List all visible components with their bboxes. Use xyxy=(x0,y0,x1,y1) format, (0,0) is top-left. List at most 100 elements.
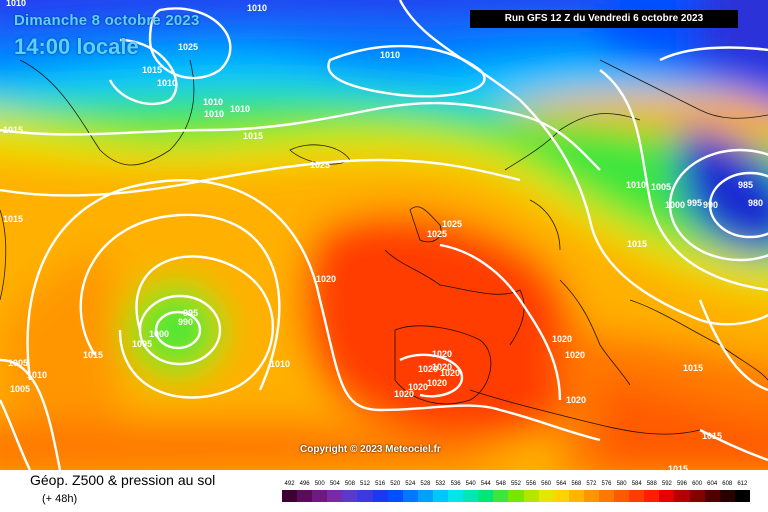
scale-value-label: 580 xyxy=(616,481,627,487)
scale-color-swatch xyxy=(538,490,554,502)
scale-color-swatch xyxy=(614,490,630,502)
isobar-label: 1015 xyxy=(3,214,23,224)
scale-color-swatch xyxy=(463,490,479,502)
isobar-label: 1015 xyxy=(3,125,23,135)
scale-value-label: 596 xyxy=(676,481,687,487)
scale-value-label: 560 xyxy=(541,481,552,487)
copyright-notice: Copyright © 2023 Meteociel.fr xyxy=(300,444,441,455)
isobar-label: 1005 xyxy=(10,384,30,394)
scale-value-label: 568 xyxy=(571,481,582,487)
isobar-label: 980 xyxy=(748,198,763,208)
scale-value-label: 508 xyxy=(344,481,355,487)
isobar-label: 1010 xyxy=(380,50,400,60)
scale-value-label: 528 xyxy=(420,481,431,487)
isobar-label: 1020 xyxy=(432,349,452,359)
scale-color-swatch xyxy=(432,490,449,502)
scale-color-swatch xyxy=(689,490,705,502)
scale-value-label: 564 xyxy=(556,481,567,487)
isobar-label: 1015 xyxy=(668,464,688,470)
isobar-label: 1025 xyxy=(178,42,198,52)
scale-color-swatch xyxy=(387,490,403,502)
scale-value-label: 524 xyxy=(405,481,416,487)
legend-panel: Géop. Z500 & pression au sol (+ 48h) 492… xyxy=(0,470,768,512)
color-scale-bar xyxy=(282,490,750,502)
scale-color-swatch xyxy=(553,490,569,502)
scale-color-swatch xyxy=(448,490,464,502)
scale-color-swatch xyxy=(719,490,735,502)
isobar-label: 1010 xyxy=(27,370,47,380)
isobar-label: 1005 xyxy=(651,182,671,192)
scale-value-label: 556 xyxy=(526,481,537,487)
scale-color-swatch xyxy=(357,490,373,502)
scale-color-swatch xyxy=(583,490,599,502)
scale-color-swatch xyxy=(417,490,433,502)
isobar-labels: 1010 1025 1015 1010 1010 1010 1010 1010 … xyxy=(3,0,763,470)
scale-color-swatch xyxy=(644,490,660,502)
scale-color-swatch xyxy=(704,490,720,502)
coastlines xyxy=(0,59,768,435)
isobar-label: 1010 xyxy=(230,104,250,114)
isobar-label: 1015 xyxy=(243,131,263,141)
isobar-label: 1015 xyxy=(702,431,722,441)
scale-value-label: 504 xyxy=(329,481,340,487)
isobar-label: 1020 xyxy=(394,389,414,399)
isobar-label: 1020 xyxy=(440,368,460,378)
isobar-label: 1010 xyxy=(247,3,267,13)
scale-color-swatch xyxy=(523,490,539,502)
isobar-label: 1020 xyxy=(427,378,447,388)
scale-value-label: 600 xyxy=(692,481,703,487)
scale-color-swatch xyxy=(598,490,615,502)
scale-color-swatch xyxy=(342,490,358,502)
map-svg: 1010 1025 1015 1010 1010 1010 1010 1010 … xyxy=(0,0,768,470)
scale-value-label: 608 xyxy=(722,481,733,487)
scale-color-swatch xyxy=(282,490,298,502)
scale-value-label: 520 xyxy=(390,481,401,487)
geopotential-field xyxy=(0,0,768,470)
isobar-label: 1005 xyxy=(132,339,152,349)
isobar-label: 1015 xyxy=(83,350,103,360)
isobar-label: 985 xyxy=(738,180,753,190)
scale-color-swatch xyxy=(674,490,690,502)
forecast-date: Dimanche 8 octobre 2023 xyxy=(14,12,200,29)
isobar-label: 1005 xyxy=(8,358,28,368)
scale-color-swatch xyxy=(629,490,645,502)
scale-value-label: 612 xyxy=(737,481,748,487)
scale-value-label: 496 xyxy=(299,481,310,487)
isobar-label: 1000 xyxy=(665,200,685,210)
scale-value-label: 588 xyxy=(646,481,657,487)
forecast-time: 14:00 locale xyxy=(14,34,139,59)
isobar-label: 1000 xyxy=(149,329,169,339)
isobar-label: 1025 xyxy=(442,219,462,229)
isobar-label: 1020 xyxy=(316,274,336,284)
isobar-label: 1020 xyxy=(408,382,428,392)
scale-value-label: 584 xyxy=(631,481,642,487)
scale-color-swatch xyxy=(568,490,584,502)
isobar-label: 995 xyxy=(687,198,702,208)
scale-value-label: 552 xyxy=(510,481,521,487)
isobar-label: 1015 xyxy=(142,65,162,75)
legend-subtitle: (+ 48h) xyxy=(42,493,78,505)
scale-color-swatch xyxy=(493,490,509,502)
scale-color-swatch xyxy=(312,490,328,502)
isobar-label: 1020 xyxy=(432,362,452,372)
scale-value-label: 512 xyxy=(360,481,371,487)
isobar-label: 1020 xyxy=(566,395,586,405)
isobar-label: 990 xyxy=(703,200,718,210)
isobar-label: 1010 xyxy=(270,359,290,369)
isobar-label: 1020 xyxy=(565,350,585,360)
isobar-label: 1010 xyxy=(204,109,224,119)
isobar-label: 995 xyxy=(183,308,198,318)
isobar-label: 1010 xyxy=(626,180,646,190)
scale-color-swatch xyxy=(372,490,388,502)
scale-value-label: 548 xyxy=(495,481,506,487)
weather-map: 1010 1025 1015 1010 1010 1010 1010 1010 … xyxy=(0,0,768,470)
scale-color-swatch xyxy=(478,490,494,502)
scale-color-swatch xyxy=(327,490,343,502)
scale-value-label: 592 xyxy=(661,481,672,487)
scale-value-label: 540 xyxy=(465,481,476,487)
scale-value-label: 516 xyxy=(375,481,386,487)
isobar-label: 1015 xyxy=(683,363,703,373)
scale-value-label: 604 xyxy=(707,481,718,487)
scale-color-swatch xyxy=(734,490,750,502)
run-info-badge: Run GFS 12 Z du Vendredi 6 octobre 2023 xyxy=(470,10,738,28)
